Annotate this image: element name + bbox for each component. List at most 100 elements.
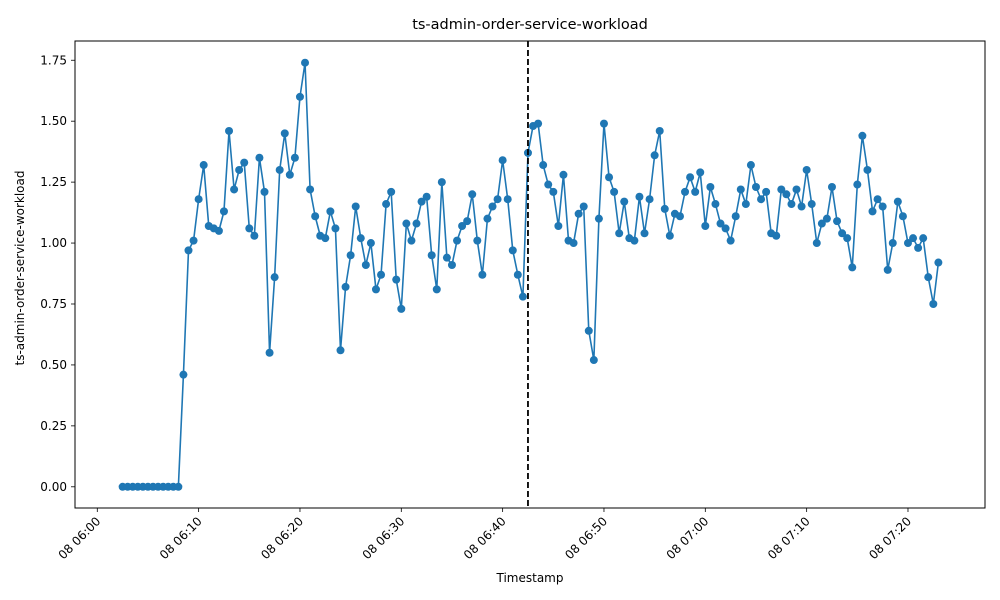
data-point: [554, 222, 563, 230]
data-point: [240, 158, 249, 167]
data-point: [721, 224, 730, 233]
data-point: [736, 185, 745, 194]
data-point: [427, 251, 436, 260]
data-point: [909, 234, 918, 243]
y-tick-label: 1.75: [40, 53, 67, 67]
data-point: [493, 195, 502, 204]
data-point: [888, 239, 897, 248]
data-point: [513, 270, 522, 279]
data-point: [782, 190, 791, 199]
data-point: [174, 482, 183, 491]
data-point: [858, 131, 867, 140]
data-point: [275, 165, 284, 174]
data-point: [681, 187, 690, 196]
data-point: [534, 119, 543, 128]
data-point: [924, 273, 933, 282]
data-point: [645, 195, 654, 204]
data-point: [751, 183, 760, 191]
data-point: [873, 195, 882, 204]
y-tick-label: 1.50: [40, 114, 67, 128]
data-point: [397, 304, 406, 313]
data-point: [706, 183, 715, 191]
data-point: [382, 200, 391, 209]
data-point: [483, 214, 492, 223]
data-point: [929, 299, 938, 308]
data-point: [878, 202, 887, 211]
data-point: [265, 348, 274, 357]
data-point: [336, 346, 345, 355]
data-point: [787, 200, 796, 209]
data-point: [903, 239, 912, 248]
data-point: [838, 229, 847, 238]
data-point: [934, 258, 943, 267]
data-point: [569, 239, 578, 248]
data-point: [746, 161, 755, 170]
data-point: [458, 222, 467, 230]
data-point: [214, 226, 223, 235]
data-point: [422, 192, 431, 201]
data-point: [392, 275, 401, 284]
data-point: [716, 219, 725, 228]
data-point: [686, 173, 695, 182]
data-point: [893, 197, 902, 206]
data-point: [812, 239, 821, 248]
data-point: [919, 234, 928, 243]
data-point: [295, 92, 304, 101]
data-point: [777, 185, 786, 194]
data-point: [179, 370, 188, 379]
data-point: [731, 212, 740, 221]
y-tick-label: 1.00: [40, 236, 67, 250]
data-point: [883, 265, 892, 274]
data-point: [301, 58, 310, 67]
data-point: [650, 151, 659, 160]
chart-title: ts-admin-order-service-workload: [412, 17, 648, 33]
data-point: [833, 217, 842, 226]
data-point: [584, 326, 593, 335]
data-point: [544, 180, 553, 189]
data-point: [757, 195, 766, 204]
data-point: [863, 165, 872, 174]
data-point: [194, 195, 203, 204]
data-point: [817, 219, 826, 228]
data-point: [366, 239, 375, 248]
data-point: [503, 195, 512, 204]
data-point: [463, 217, 472, 226]
data-point: [898, 212, 907, 221]
data-point: [326, 207, 335, 216]
data-point: [868, 207, 877, 216]
data-point: [741, 200, 750, 209]
data-point: [539, 161, 548, 170]
data-point: [437, 178, 446, 187]
y-tick-label: 0.50: [40, 358, 67, 372]
data-point: [797, 202, 806, 211]
data-point: [711, 200, 720, 209]
data-point: [371, 285, 380, 294]
data-point: [341, 282, 350, 291]
data-point: [605, 173, 614, 182]
data-point: [665, 231, 674, 240]
data-point: [843, 234, 852, 243]
data-point: [245, 224, 254, 233]
data-point: [807, 200, 816, 209]
data-point: [635, 192, 644, 201]
data-point: [260, 187, 269, 196]
data-point: [594, 214, 603, 223]
data-point: [822, 214, 831, 223]
data-point: [346, 251, 355, 260]
data-point: [321, 234, 330, 243]
data-point: [225, 126, 234, 135]
data-point: [848, 263, 857, 272]
data-point: [726, 236, 735, 245]
data-point: [417, 197, 426, 206]
data-point: [508, 246, 517, 255]
data-point: [184, 246, 193, 255]
y-tick-label: 0.75: [40, 297, 67, 311]
data-point: [199, 161, 208, 170]
data-point: [331, 224, 340, 233]
data-point: [762, 187, 771, 196]
data-point: [356, 234, 365, 243]
series-line: [122, 61, 940, 488]
data-point: [255, 153, 264, 162]
data-point: [290, 153, 299, 162]
